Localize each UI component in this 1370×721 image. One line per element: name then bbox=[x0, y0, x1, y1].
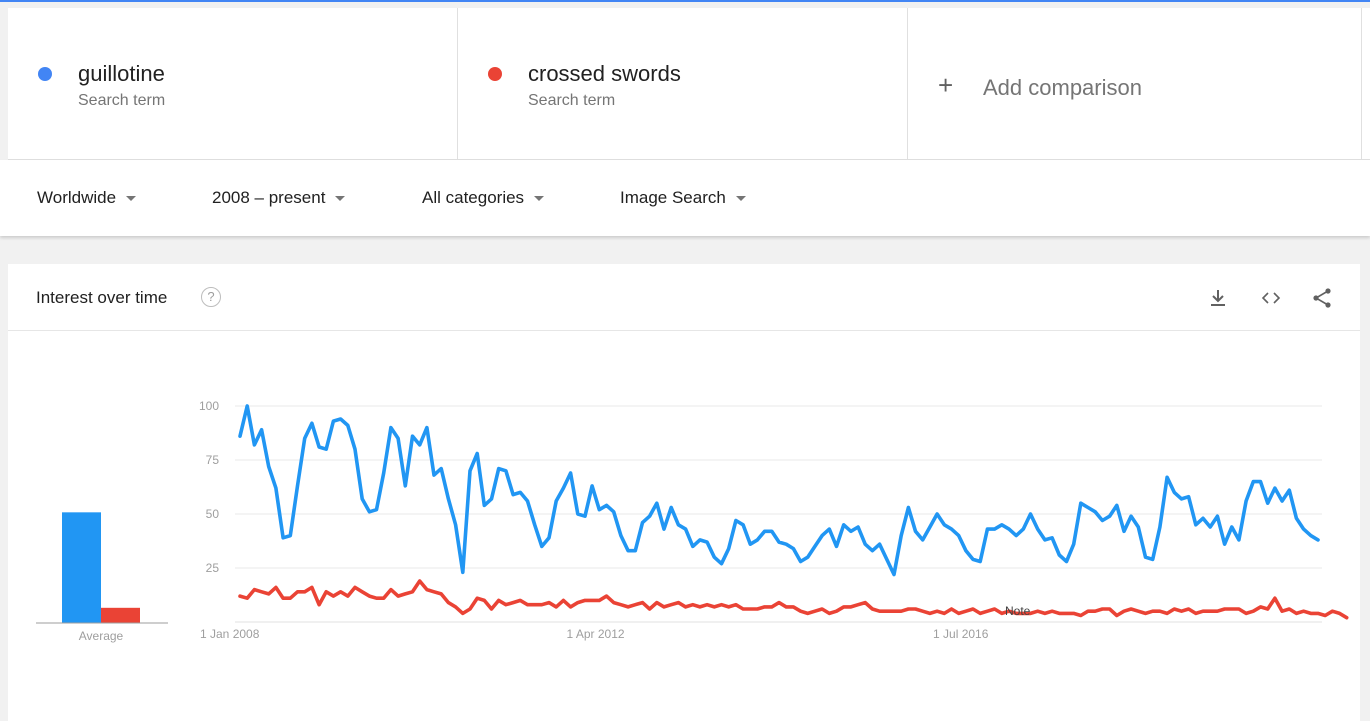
help-icon[interactable]: ? bbox=[201, 287, 221, 307]
x-tick-label-0: 1 Jan 2008 bbox=[200, 627, 260, 641]
chevron-down-icon bbox=[534, 195, 545, 201]
add-comparison-label: Add comparison bbox=[983, 75, 1142, 100]
term-name-2[interactable]: crossed swords bbox=[528, 61, 681, 86]
y-tick-label-25: 25 bbox=[206, 561, 220, 575]
filter-location-label: Worldwide bbox=[37, 188, 117, 207]
card-header: Interest over time ? bbox=[8, 264, 1360, 331]
filter-search-type-label: Image Search bbox=[620, 188, 726, 207]
chart-labels: 25 50 75 100 1 Jan 2008 1 Apr 2012 1 Jul 2016 N… bbox=[79, 399, 1031, 643]
term-type-2: Search term bbox=[528, 92, 616, 109]
add-comparison-button[interactable]: + Add comparison bbox=[908, 8, 1362, 159]
top-accent-line bbox=[0, 0, 1370, 2]
filter-category-label: All categories bbox=[422, 188, 525, 207]
filter-category-dropdown[interactable]: All categories bbox=[422, 188, 545, 208]
y-tick-label-75: 75 bbox=[206, 453, 220, 467]
filter-search-type-dropdown[interactable]: Image Search bbox=[620, 188, 746, 208]
chevron-down-icon bbox=[126, 195, 137, 201]
series-line-1 bbox=[238, 404, 1320, 577]
y-tick-label-50: 50 bbox=[206, 507, 220, 521]
average-bars bbox=[36, 512, 168, 624]
chart-gridlines bbox=[235, 405, 1322, 623]
average-label: Average bbox=[79, 629, 124, 643]
download-icon[interactable] bbox=[1206, 286, 1230, 310]
chevron-down-icon bbox=[335, 195, 346, 201]
x-tick-label-2: 1 Jul 2016 bbox=[933, 627, 989, 641]
term-name-1[interactable]: guillotine bbox=[78, 61, 165, 86]
chevron-down-icon bbox=[735, 195, 746, 201]
term-type-1: Search term bbox=[78, 92, 166, 109]
filter-location-dropdown[interactable]: Worldwide bbox=[37, 188, 137, 208]
interest-over-time-chart: 25 50 75 100 1 Jan 2008 1 Apr 2012 1 Jul 2016 N… bbox=[36, 399, 1349, 643]
filter-time-range-label: 2008 – present bbox=[212, 188, 326, 207]
plus-icon: + bbox=[938, 70, 954, 100]
card-title: Interest over time bbox=[36, 288, 168, 307]
filter-time-range-dropdown[interactable]: 2008 – present bbox=[212, 188, 346, 208]
chart-lines bbox=[238, 404, 1349, 620]
search-term-1[interactable]: guillotine Search term bbox=[8, 8, 458, 159]
x-tick-label-1: 1 Apr 2012 bbox=[567, 627, 625, 641]
term-color-dot-1 bbox=[38, 67, 52, 81]
filters-bar: Worldwide 2008 – present All categories … bbox=[0, 160, 1370, 236]
interest-over-time-card: Interest over time ? 25 50 75 100 1 Jan 2008… bbox=[8, 264, 1360, 721]
share-icon[interactable] bbox=[1310, 286, 1334, 310]
search-term-2[interactable]: crossed swords Search term bbox=[458, 8, 908, 159]
average-bar-1 bbox=[62, 512, 101, 623]
average-bar-2 bbox=[101, 607, 140, 623]
embed-icon[interactable] bbox=[1259, 286, 1283, 310]
note-annotation: Note bbox=[1005, 604, 1031, 618]
search-terms-bar: guillotine Search term crossed swords Se… bbox=[8, 8, 1370, 160]
term-color-dot-2 bbox=[488, 67, 502, 81]
y-tick-label-100: 100 bbox=[199, 399, 219, 413]
series-line-2 bbox=[238, 579, 1349, 620]
